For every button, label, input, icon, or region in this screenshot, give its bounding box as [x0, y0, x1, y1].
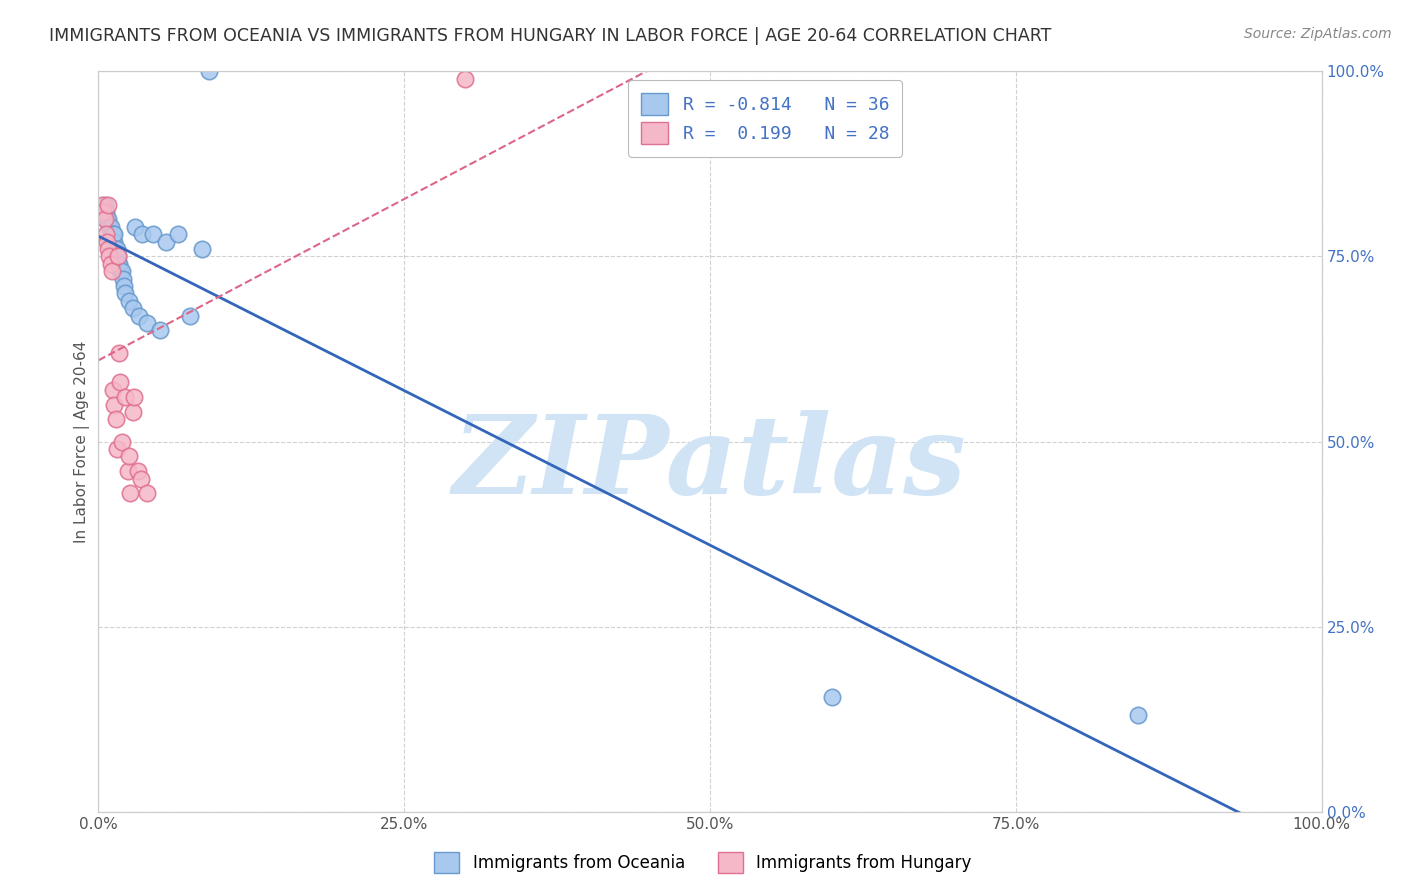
Y-axis label: In Labor Force | Age 20-64: In Labor Force | Age 20-64 [75, 341, 90, 542]
Point [94, 227, 117, 242]
Legend: Immigrants from Oceania, Immigrants from Hungary: Immigrants from Oceania, Immigrants from… [427, 846, 979, 880]
Point [120, 486, 142, 500]
Point [101, 383, 124, 397]
Text: IMMIGRANTS FROM OCEANIA VS IMMIGRANTS FROM HUNGARY IN LABOR FORCE | AGE 20-64 CO: IMMIGRANTS FROM OCEANIA VS IMMIGRANTS FR… [49, 27, 1052, 45]
Point [142, 227, 165, 242]
Point [100, 257, 122, 271]
Point [107, 250, 129, 264]
Point [121, 405, 143, 419]
Point [96, 235, 118, 249]
Point [105, 442, 128, 456]
Point [104, 412, 127, 426]
Text: Source: ZipAtlas.com: Source: ZipAtlas.com [1244, 27, 1392, 41]
Point [101, 264, 124, 278]
Point [454, 71, 477, 86]
Point [127, 464, 149, 478]
Legend: R = -0.814   N = 36, R =  0.199   N = 28: R = -0.814 N = 36, R = 0.199 N = 28 [628, 80, 901, 157]
Point [97, 242, 120, 256]
Point [110, 376, 132, 390]
Point [107, 257, 129, 271]
Point [97, 197, 120, 211]
Point [191, 242, 214, 256]
Point [114, 390, 136, 404]
Point [103, 397, 125, 411]
Point [129, 471, 152, 485]
Point [93, 197, 115, 211]
Point [114, 286, 136, 301]
Point [100, 219, 122, 234]
Point [98, 219, 121, 234]
Point [91, 205, 114, 219]
Point [111, 434, 134, 449]
Point [101, 227, 124, 242]
Point [155, 235, 177, 249]
Point [93, 212, 115, 227]
Point [98, 250, 121, 264]
Point [1128, 708, 1150, 723]
Point [111, 264, 134, 278]
Point [103, 227, 125, 242]
Point [94, 205, 117, 219]
Point [128, 309, 150, 323]
Point [136, 316, 159, 330]
Point [96, 212, 118, 227]
Point [136, 486, 159, 500]
Point [91, 197, 114, 211]
Point [108, 257, 131, 271]
Text: ZIPatlas: ZIPatlas [453, 410, 967, 517]
Point [97, 212, 120, 227]
Point [112, 279, 135, 293]
Point [122, 390, 145, 404]
Point [821, 690, 844, 704]
Point [111, 271, 134, 285]
Point [117, 464, 139, 478]
Point [149, 324, 172, 338]
Point [101, 227, 124, 242]
Point [197, 64, 219, 78]
Point [103, 235, 125, 249]
Point [108, 345, 131, 359]
Point [104, 242, 127, 256]
Point [179, 309, 201, 323]
Point [107, 250, 129, 264]
Point [131, 227, 153, 242]
Point [124, 219, 146, 234]
Point [121, 301, 143, 316]
Point [167, 227, 190, 242]
Point [118, 293, 141, 308]
Point [110, 264, 132, 278]
Point [101, 235, 124, 249]
Point [118, 450, 141, 464]
Point [105, 242, 128, 256]
